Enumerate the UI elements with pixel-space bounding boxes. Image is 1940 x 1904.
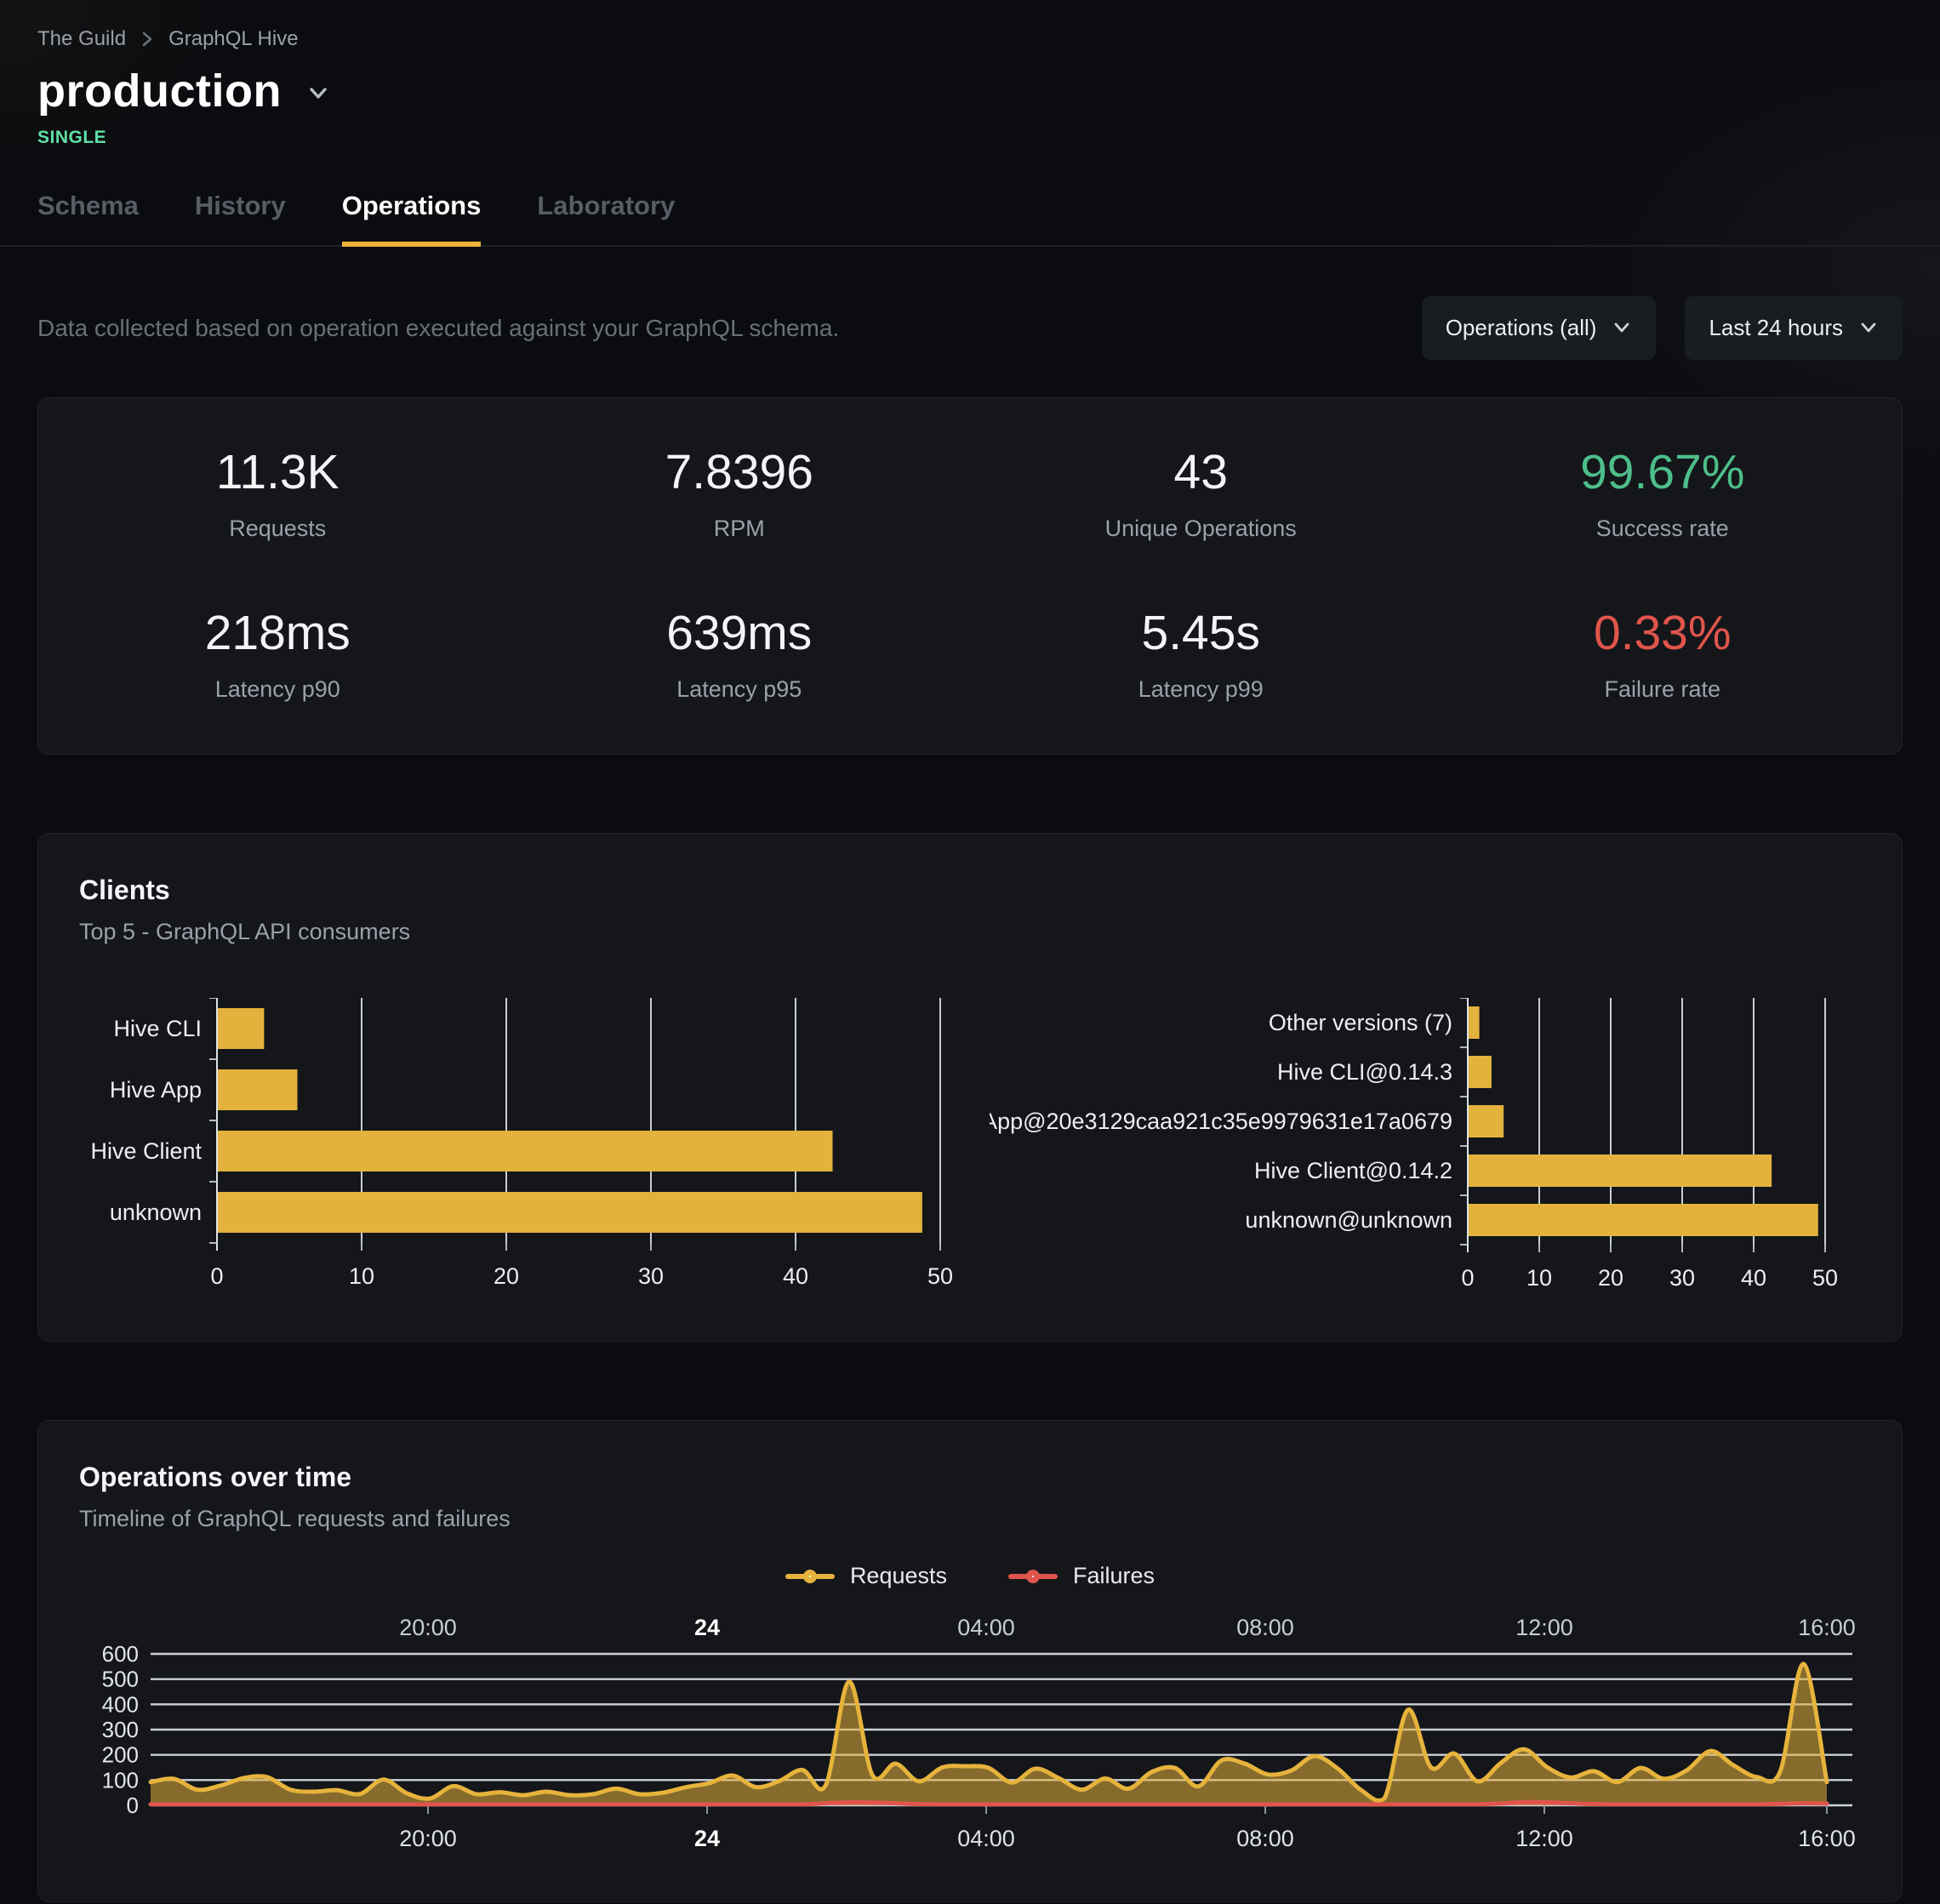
svg-text:400: 400 [102, 1691, 139, 1717]
stat-latency-p95: 639ms Latency p95 [666, 606, 813, 702]
svg-text:0: 0 [1461, 1265, 1474, 1291]
operations-filter-value: Operations (all) [1445, 315, 1597, 340]
stat-unique-operations: 43 Unique Operations [1104, 445, 1297, 541]
svg-text:600: 600 [102, 1641, 139, 1667]
svg-text:300: 300 [102, 1717, 139, 1742]
clients-title: Clients [79, 875, 170, 905]
date-range-dropdown[interactable]: Last 24 hours [1685, 296, 1903, 360]
svg-text:12:00: 12:00 [1515, 1615, 1573, 1640]
clients-subtitle: Top 5 - GraphQL API consumers [79, 919, 411, 944]
clients-by-name-bar-chart: 0 10 20 30 40 50 Hive CLI Hive App Hive Client un… [79, 995, 976, 1302]
stats-summary-card: 11.3K Requests 7.8396 RPM 43 Unique Oper… [37, 397, 1903, 755]
svg-text:200: 200 [102, 1742, 139, 1768]
svg-text:20: 20 [1598, 1265, 1623, 1291]
operations-timeline-area-chart: 0 100 200 300 400 500 600 20:00 20:00 24 24 04:00 04… [79, 1615, 1861, 1864]
clients-card: Clients Top 5 - GraphQL API consumers 0 1… [37, 833, 1903, 1342]
breadcrumb: The Guild GraphQL Hive [37, 0, 1903, 51]
svg-text:08:00: 08:00 [1236, 1615, 1294, 1640]
svg-text:16:00: 16:00 [1798, 1826, 1856, 1851]
svg-text:0: 0 [210, 1263, 223, 1289]
svg-text:500: 500 [102, 1667, 139, 1692]
svg-text:20: 20 [494, 1263, 519, 1289]
svg-text:04:00: 04:00 [957, 1615, 1015, 1640]
tab-history[interactable]: History [194, 191, 286, 220]
svg-text:30: 30 [1669, 1265, 1695, 1291]
svg-text:Hive CLI@0.14.3: Hive CLI@0.14.3 [1277, 1059, 1452, 1085]
svg-text:Hive App@20e3129caa921c35e9979: Hive App@20e3129caa921c35e9979631e17a067… [990, 1109, 1452, 1134]
page-description: Data collected based on operation execut… [37, 314, 840, 341]
stat-latency-p99: 5.45s Latency p99 [1138, 606, 1264, 702]
svg-text:unknown: unknown [110, 1200, 202, 1225]
svg-text:40: 40 [783, 1263, 808, 1289]
legend-item-failures[interactable]: Failures [1008, 1563, 1155, 1589]
failures-line-marker-icon [1008, 1569, 1058, 1583]
stat-latency-p90: 218ms Latency p90 [204, 606, 351, 702]
svg-text:Hive Client@0.14.2: Hive Client@0.14.2 [1254, 1158, 1452, 1183]
stat-success-rate: 99.67% Success rate [1580, 445, 1745, 541]
tabs-bar: Schema History Operations Laboratory [0, 191, 1940, 247]
target-mode-badge: SINGLE [37, 128, 107, 147]
target-selector-chevron-down-icon[interactable] [304, 83, 333, 108]
clients-by-version-bar-chart: 0 10 20 30 40 50 Other versions (7) Hive CLI@0.… [931, 995, 1861, 1303]
svg-text:10: 10 [349, 1263, 374, 1289]
date-range-value: Last 24 hours [1709, 315, 1843, 340]
requests-line-marker-icon [785, 1569, 835, 1583]
stat-rpm: 7.8396 RPM [665, 445, 813, 541]
svg-text:50: 50 [1812, 1265, 1838, 1291]
svg-text:100: 100 [102, 1767, 139, 1793]
tab-schema[interactable]: Schema [37, 191, 139, 220]
svg-text:50: 50 [927, 1263, 953, 1289]
operations-filter-dropdown[interactable]: Operations (all) [1421, 296, 1657, 360]
chevron-down-icon [1858, 316, 1879, 342]
svg-text:08:00: 08:00 [1236, 1826, 1294, 1851]
stat-failure-rate: 0.33% Failure rate [1593, 606, 1732, 702]
svg-text:Hive App: Hive App [110, 1077, 202, 1103]
svg-text:30: 30 [638, 1263, 664, 1289]
chevron-right-icon [140, 29, 155, 49]
operations-over-time-card: Operations over time Timeline of GraphQL… [37, 1420, 1903, 1902]
legend-item-requests[interactable]: Requests [785, 1563, 947, 1589]
svg-text:20:00: 20:00 [399, 1615, 457, 1640]
breadcrumb-org[interactable]: The Guild [37, 27, 127, 50]
svg-text:Hive CLI: Hive CLI [113, 1016, 202, 1041]
page-title: production [37, 66, 282, 117]
chevron-down-icon [1612, 316, 1632, 342]
svg-text:24: 24 [694, 1615, 720, 1640]
chart-legend: Requests Failures [79, 1563, 1861, 1589]
breadcrumb-project[interactable]: GraphQL Hive [168, 27, 299, 50]
tab-laboratory[interactable]: Laboratory [537, 191, 676, 220]
stat-requests: 11.3K Requests [215, 445, 340, 541]
svg-text:20:00: 20:00 [399, 1826, 457, 1851]
svg-text:40: 40 [1741, 1265, 1766, 1291]
svg-text:unknown@unknown: unknown@unknown [1245, 1207, 1452, 1233]
svg-text:0: 0 [127, 1793, 139, 1818]
svg-text:24: 24 [694, 1826, 720, 1851]
svg-text:16:00: 16:00 [1798, 1615, 1856, 1640]
operations-over-time-subtitle: Timeline of GraphQL requests and failure… [79, 1506, 511, 1531]
svg-text:Hive Client: Hive Client [90, 1138, 202, 1164]
svg-text:12:00: 12:00 [1515, 1826, 1573, 1851]
tab-operations[interactable]: Operations [341, 191, 481, 247]
svg-text:10: 10 [1526, 1265, 1552, 1291]
operations-over-time-title: Operations over time [79, 1462, 352, 1492]
svg-text:04:00: 04:00 [957, 1826, 1015, 1851]
svg-text:Other versions (7): Other versions (7) [1269, 1010, 1452, 1035]
